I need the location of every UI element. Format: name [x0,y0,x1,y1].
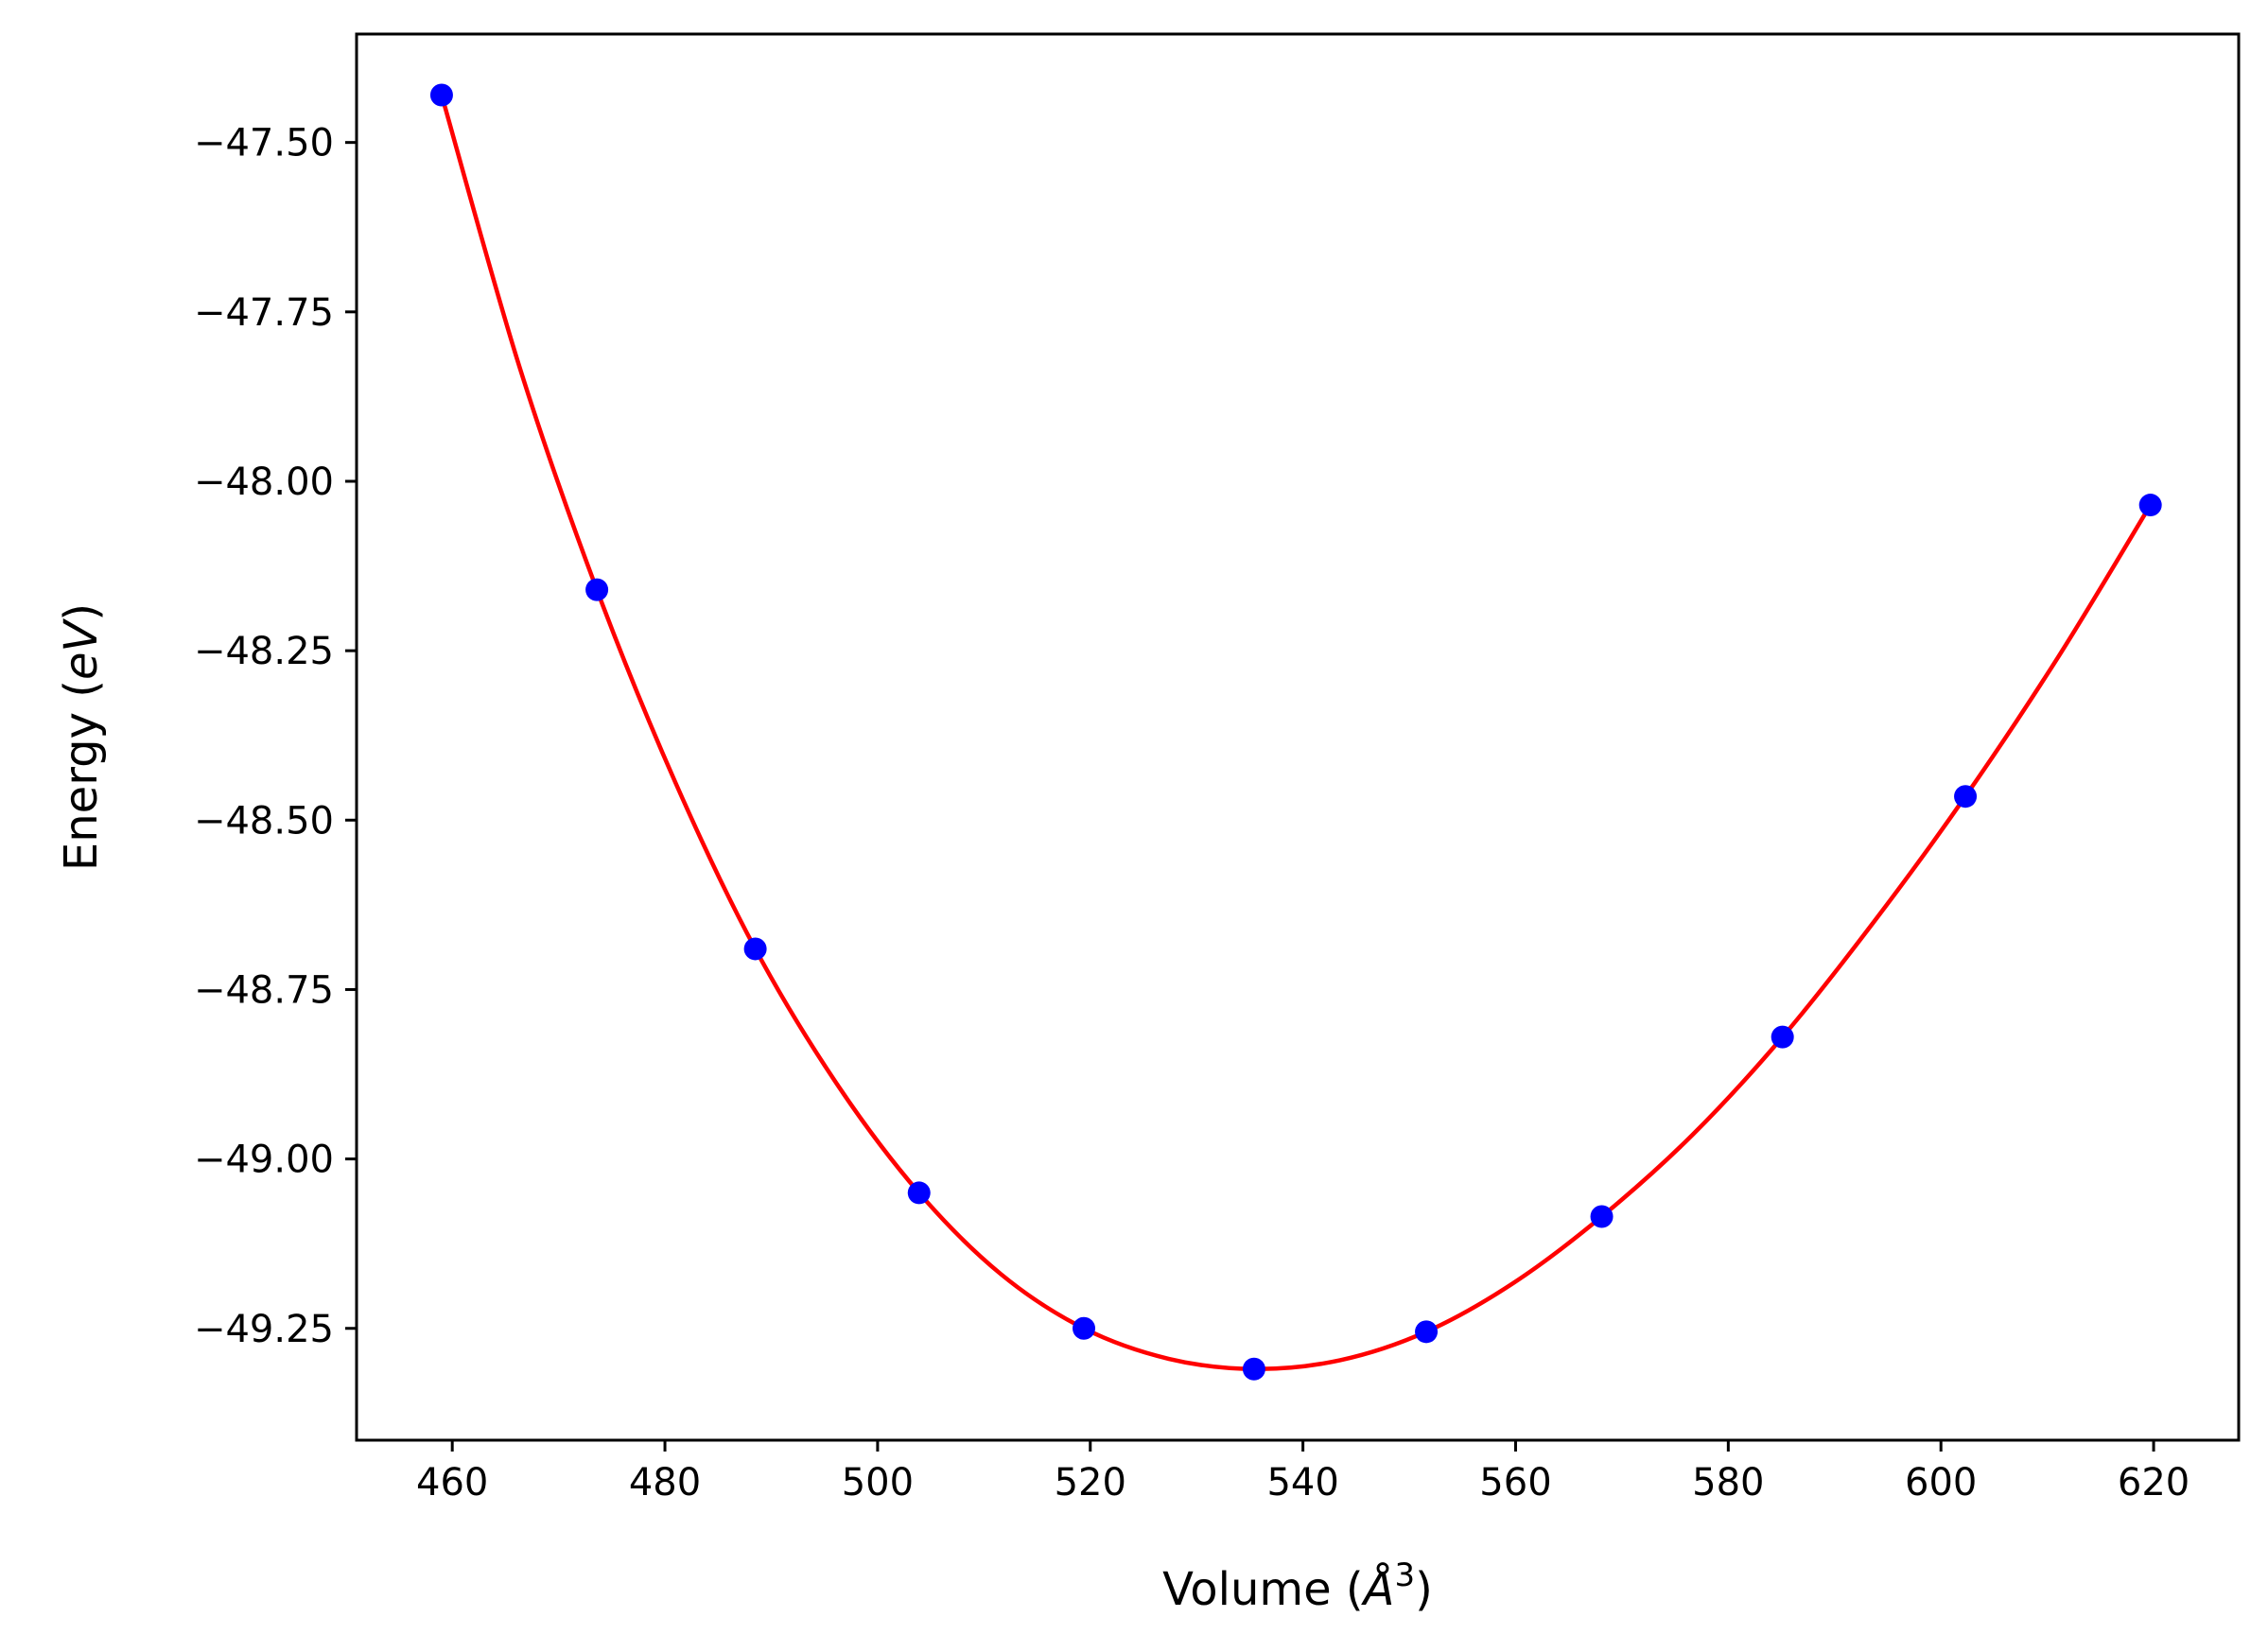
data-point [429,83,453,107]
data-point [907,1181,931,1205]
y-tick-label: −49.25 [194,1308,334,1351]
x-axis-label-unit: Å [1361,1562,1395,1616]
x-tick-label: 600 [1905,1461,1977,1504]
x-tick-label: 460 [416,1461,488,1504]
data-point [1954,785,1978,809]
y-axis: −47.50 −47.75 −48.00 −48.25 −48.50 −48.75 −49.… [194,122,357,1351]
y-axis-label-close: ) [55,603,108,621]
y-tick-label: −48.50 [194,799,334,843]
x-tick-label: 540 [1266,1461,1338,1504]
data-point [1073,1316,1096,1340]
y-tick-label: −47.50 [194,122,334,165]
fit-curve [439,94,2153,1372]
y-tick-label: −48.25 [194,630,334,673]
y-tick-label: −47.75 [194,291,334,335]
y-axis-label-unit: eV [55,618,108,681]
y-tick-label: −48.75 [194,968,334,1012]
x-tick-label: 520 [1055,1461,1126,1504]
y-axis-label: Energy (eV) [55,603,108,871]
data-point [1590,1205,1614,1228]
y-tick-label: −48.00 [194,461,334,504]
y-axis-label-text: Energy ( [55,680,108,871]
x-tick-label: 620 [2118,1461,2189,1504]
x-tick-label: 580 [1692,1461,1764,1504]
data-point [1242,1357,1265,1381]
plot-frame [355,32,2241,1442]
x-axis-label-power: 3 [1394,1556,1415,1594]
data-point [1771,1025,1794,1049]
x-axis-label-close: ) [1415,1563,1433,1616]
data-point [743,937,767,961]
data-point [2138,494,2162,517]
x-axis-label: Volume (Å3) [1162,1556,1433,1616]
x-axis: 460 480 500 520 540 560 580 600 620 [416,1440,2189,1504]
x-tick-label: 560 [1479,1461,1551,1504]
x-tick-label: 480 [629,1461,701,1504]
data-point [585,578,609,601]
plot-area [429,83,2162,1381]
y-tick-label: −49.00 [194,1139,334,1182]
x-axis-label-text: Volume ( [1162,1563,1364,1616]
x-tick-label: 500 [842,1461,914,1504]
data-point [1415,1320,1439,1344]
